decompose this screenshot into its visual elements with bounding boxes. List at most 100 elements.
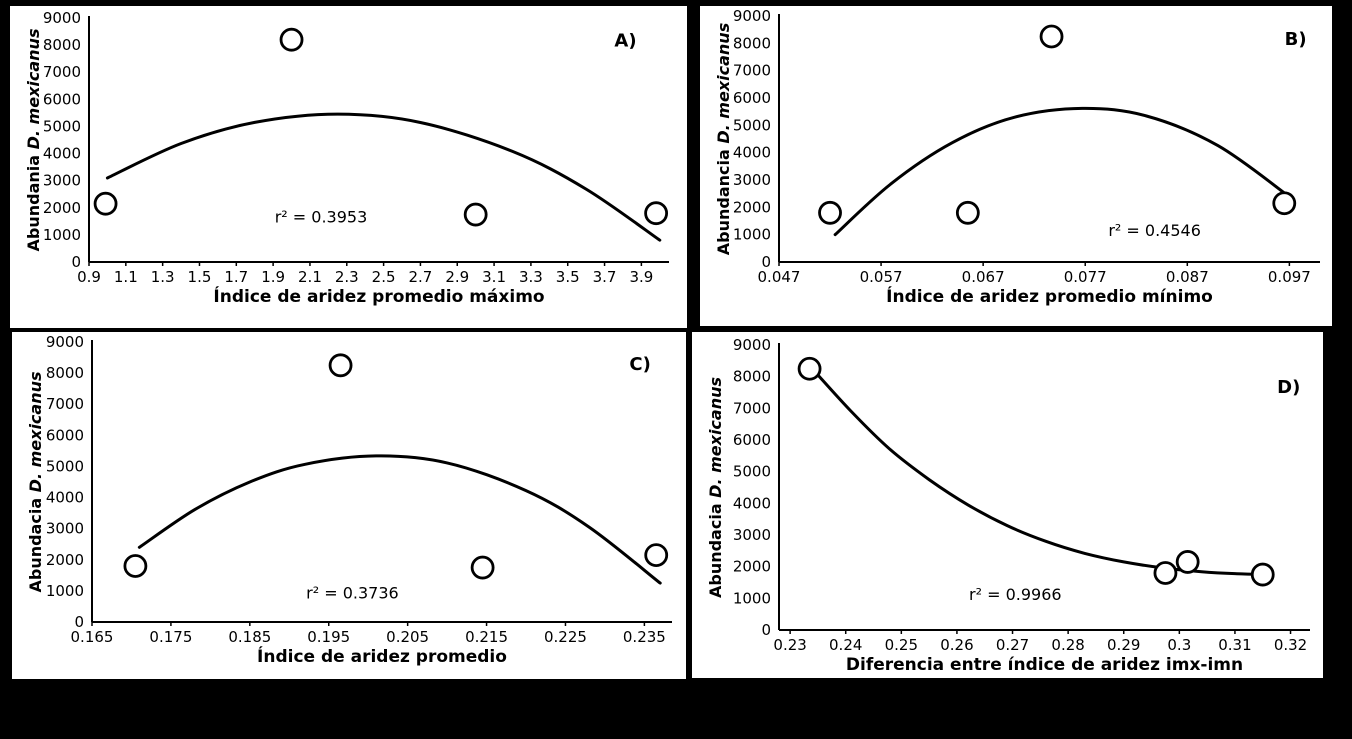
x-tick-label: 0.047 <box>758 268 801 286</box>
x-tick-label: 1.5 <box>188 268 212 286</box>
y-tick-label: 1000 <box>733 589 771 607</box>
y-tick-label: 0 <box>71 253 81 271</box>
y-axis-title: Abundacia D. mexicanus <box>26 371 45 592</box>
y-tick-label: 2000 <box>43 199 81 217</box>
x-tick-label: 0.26 <box>940 636 973 654</box>
x-tick-label: 3.3 <box>519 268 543 286</box>
x-axis-title: Índice de aridez promedio mínimo <box>886 285 1213 307</box>
x-tick-label: 0.31 <box>1218 636 1251 654</box>
x-tick-label: 3.5 <box>556 268 580 286</box>
x-tick-label: 0.225 <box>544 628 587 646</box>
y-tick-label: 7000 <box>733 62 771 80</box>
x-tick-label: 0.077 <box>1064 268 1107 286</box>
y-tick-label: 3000 <box>43 172 81 190</box>
x-tick-label: 0.23 <box>773 636 806 654</box>
chart-panel-a: 0 1000 2000 3000 4000 5000 6000 7000 8000 9000 0.9… <box>24 9 669 307</box>
data-point <box>1175 550 1200 574</box>
y-tick-label: 5000 <box>733 116 771 134</box>
x-tick-label: 0.27 <box>996 636 1029 654</box>
y-axis-title: Abundania D. mexicanus <box>24 29 43 252</box>
data-point <box>1250 562 1275 587</box>
y-tick-label: 7000 <box>46 395 84 413</box>
data-point <box>123 554 148 578</box>
panel-corner-label: B) <box>1285 29 1307 50</box>
chart-panel-d: 0 1000 2000 3000 4000 5000 6000 7000 8000 9000 0.2… <box>706 336 1310 675</box>
chart-panel-c: 0 1000 2000 3000 4000 5000 6000 7000 8000 9000 0.1… <box>26 333 672 667</box>
data-point <box>1272 191 1297 216</box>
y-tick-label: 8000 <box>46 364 84 382</box>
x-tick-label: 0.32 <box>1274 636 1307 654</box>
x-tick-label: 1.9 <box>261 268 285 286</box>
panel-corner-label: D) <box>1277 377 1300 398</box>
y-tick-label: 3000 <box>733 171 771 189</box>
y-tick-label: 0 <box>761 621 771 639</box>
x-tick-label: 0.9 <box>77 268 101 286</box>
y-tick-label: 7000 <box>43 63 81 81</box>
y-tick-label: 8000 <box>733 34 771 52</box>
trend-line <box>810 367 1270 577</box>
data-point <box>328 353 353 378</box>
data-point <box>93 191 118 216</box>
x-tick-label: 0.195 <box>307 628 350 646</box>
panel-corner-label: C) <box>629 354 650 375</box>
data-point <box>470 555 495 580</box>
data-point <box>644 543 669 568</box>
x-axis-title: Índice de aridez promedio <box>257 645 507 667</box>
x-tick-label: 0.097 <box>1268 268 1311 286</box>
y-tick-label: 3000 <box>733 526 771 544</box>
data-point <box>1039 24 1064 49</box>
panel-b: 0 1000 2000 3000 4000 5000 6000 7000 8000 9000 0.0… <box>700 6 1332 326</box>
r-squared-label: r² = 0.3953 <box>275 208 368 227</box>
y-tick-label: 9000 <box>733 336 771 354</box>
y-tick-label: 0 <box>761 253 771 271</box>
y-axis-title: Abundancia D. mexicanus <box>714 23 733 255</box>
x-tick-label: 3.7 <box>593 268 617 286</box>
y-tick-label: 6000 <box>733 431 771 449</box>
x-tick-label: 3.9 <box>629 268 653 286</box>
r-squared-label: r² = 0.4546 <box>1108 221 1201 240</box>
data-point <box>797 356 822 381</box>
panel-c: 0 1000 2000 3000 4000 5000 6000 7000 8000 9000 0.1… <box>12 332 686 679</box>
r-squared-label: r² = 0.9966 <box>969 585 1062 604</box>
x-tick-label: 0.29 <box>1107 636 1140 654</box>
y-tick-label: 8000 <box>733 368 771 386</box>
panel-d: 0 1000 2000 3000 4000 5000 6000 7000 8000 9000 0.2… <box>692 332 1323 678</box>
y-axis-title: Abundacia D. mexicanus <box>706 377 725 598</box>
x-tick-label: 1.1 <box>114 268 138 286</box>
x-tick-label: 2.3 <box>335 268 359 286</box>
x-tick-label: 0.165 <box>71 628 114 646</box>
x-tick-label: 0.175 <box>149 628 192 646</box>
trend-line <box>833 106 1291 237</box>
y-tick-label: 8000 <box>43 36 81 54</box>
y-tick-label: 6000 <box>46 426 84 444</box>
x-tick-label: 2.7 <box>408 268 432 286</box>
x-tick-label: 2.1 <box>298 268 322 286</box>
trend-line <box>105 112 662 242</box>
x-tick-label: 0.185 <box>228 628 271 646</box>
x-axis-title: Diferencia entre índice de aridez imx-im… <box>846 655 1243 675</box>
y-tick-label: 6000 <box>43 90 81 108</box>
x-tick-label: 0.235 <box>623 628 666 646</box>
y-tick-label: 9000 <box>46 333 84 351</box>
data-point <box>463 202 488 227</box>
data-point <box>1153 561 1178 585</box>
y-tick-label: 2000 <box>733 558 771 576</box>
x-tick-label: 0.215 <box>465 628 508 646</box>
y-tick-label: 5000 <box>733 463 771 481</box>
x-tick-label: 1.7 <box>224 268 248 286</box>
trend-line <box>137 454 662 585</box>
y-tick-label: 9000 <box>43 9 81 27</box>
x-tick-label: 0.28 <box>1051 636 1084 654</box>
y-tick-label: 6000 <box>733 89 771 107</box>
x-tick-label: 0.057 <box>860 268 903 286</box>
x-tick-label: 0.087 <box>1166 268 1209 286</box>
data-point <box>818 200 842 225</box>
y-tick-label: 3000 <box>46 520 84 538</box>
y-tick-label: 4000 <box>733 144 771 162</box>
y-tick-label: 2000 <box>733 198 771 216</box>
y-tick-label: 1000 <box>46 582 84 600</box>
r-squared-label: r² = 0.3736 <box>306 584 399 603</box>
x-axis-title: Índice de aridez promedio máximo <box>213 285 544 307</box>
y-tick-label: 0 <box>74 613 84 631</box>
